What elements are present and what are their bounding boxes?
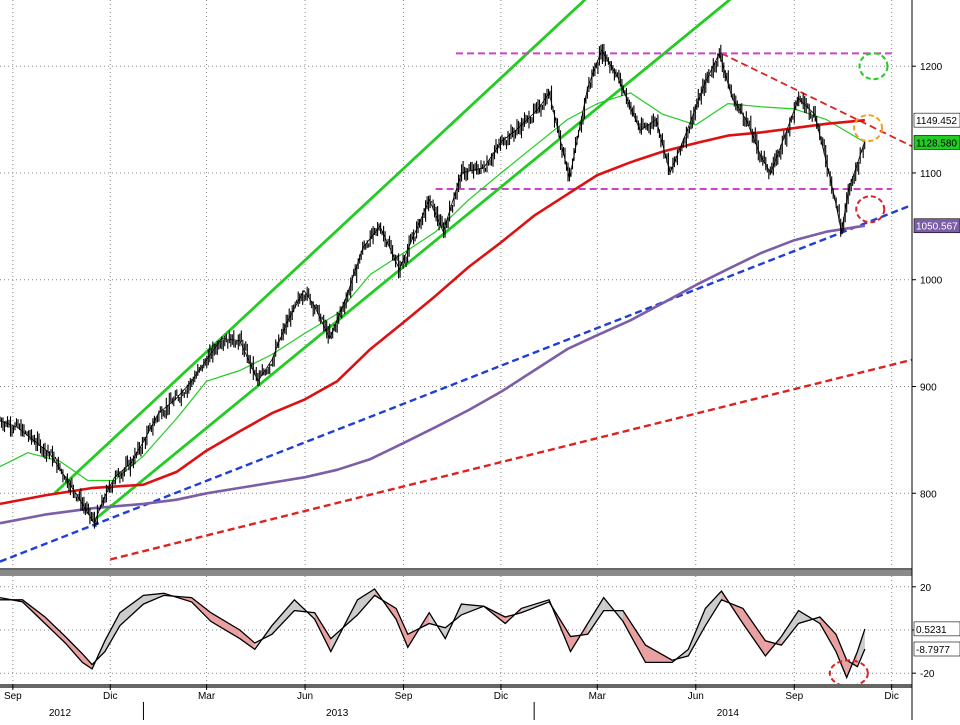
last-value-text: 1050.567 [916,222,958,233]
annotation-ellipse [858,52,889,81]
panel-separator [0,568,912,576]
year-label: 2014 [717,708,740,719]
year-label: 2012 [49,708,72,719]
oscillator-fill-down [65,636,83,663]
y-axis: 800 900 1000 1100 1200 -20 20 [912,62,943,680]
oscillator-fill-up [857,628,865,667]
y-tick-label: -20 [920,669,935,680]
last-value-tag [913,135,960,150]
price-line [0,49,866,525]
oscillator-fill-up [587,597,604,635]
trend-line [0,203,913,563]
year-label: 2013 [326,708,349,719]
oscillator-fill-up [705,591,722,626]
oscillator-fill-down [44,617,66,643]
annotation-ellipse [855,195,886,224]
trend-line [93,0,732,522]
oscillator-fill-up [271,599,295,635]
moving-average-line [0,118,866,506]
last-value-tag [913,112,960,128]
y-tick-label: 1200 [920,62,943,73]
y-tick-label: 20 [920,583,932,594]
oscillator-fill-down [622,610,646,663]
oscillator-fill-down [819,617,836,652]
y-tick-label: 1100 [920,169,942,180]
last-value-tag [913,641,960,657]
oscillator-fill-down [191,597,211,622]
price-grid [0,0,912,568]
last-value-labels: 1149.452 1128.580 1050.567 0.5231 -8.7977 [913,112,960,657]
oscillator-fill-down [396,608,408,648]
price-series [0,43,866,529]
last-value-text: -8.7977 [916,645,950,656]
oscillator-grid [0,576,912,684]
oscillator-series [0,588,866,680]
last-value-text: 1149.452 [916,116,957,127]
x-tick-label: Mar [589,691,607,702]
trend-lines [0,0,913,563]
x-tick-label: Sep [4,691,22,702]
oscillator-fill-up [104,612,120,652]
trend-line [53,0,587,495]
oscillator-fill-up [119,595,144,626]
oscillator-fill-down [742,608,766,656]
x-tick-label: Jun [688,691,704,702]
x-tick-label: Dic [494,691,508,702]
trend-line [721,52,913,148]
oscillator-fill-down [836,634,847,678]
y-tick-label: 1000 [920,276,943,287]
last-value-text: 0.5231 [916,625,947,636]
annotation-ellipse [853,114,884,143]
x-tick-label: Sep [395,691,413,702]
oscillator-fill-down [314,612,331,652]
x-axis-bar [0,684,912,688]
x-tick-label: Dic [884,691,898,702]
last-value-text: 1128.580 [916,138,957,149]
y-tick-label: 800 [920,489,937,500]
x-tick-label: Dic [103,691,117,702]
x-tick-label: Sep [785,691,803,702]
oscillator-fill-up [781,610,799,646]
y-tick-label: 900 [920,382,937,393]
oscillator-fill-down [210,612,240,639]
last-value-tag [913,621,960,637]
panel-frames [0,0,913,720]
x-tick-label: Jun [297,691,313,702]
moving-average-line [0,224,866,525]
oscillator-signal-line [0,594,866,668]
x-tick-label: Mar [198,691,216,702]
last-value-tag [913,218,960,234]
oscillator-main-line [0,588,866,680]
oscillator-fill-down [239,630,255,650]
x-axis: Sep Dic Mar Jun Sep Dic Mar Jun Sep Dic 2012 2013 20… [4,684,899,720]
oscillator-fill-down [82,653,93,669]
oscillator-fill-up [357,588,375,615]
trend-line [109,358,913,561]
